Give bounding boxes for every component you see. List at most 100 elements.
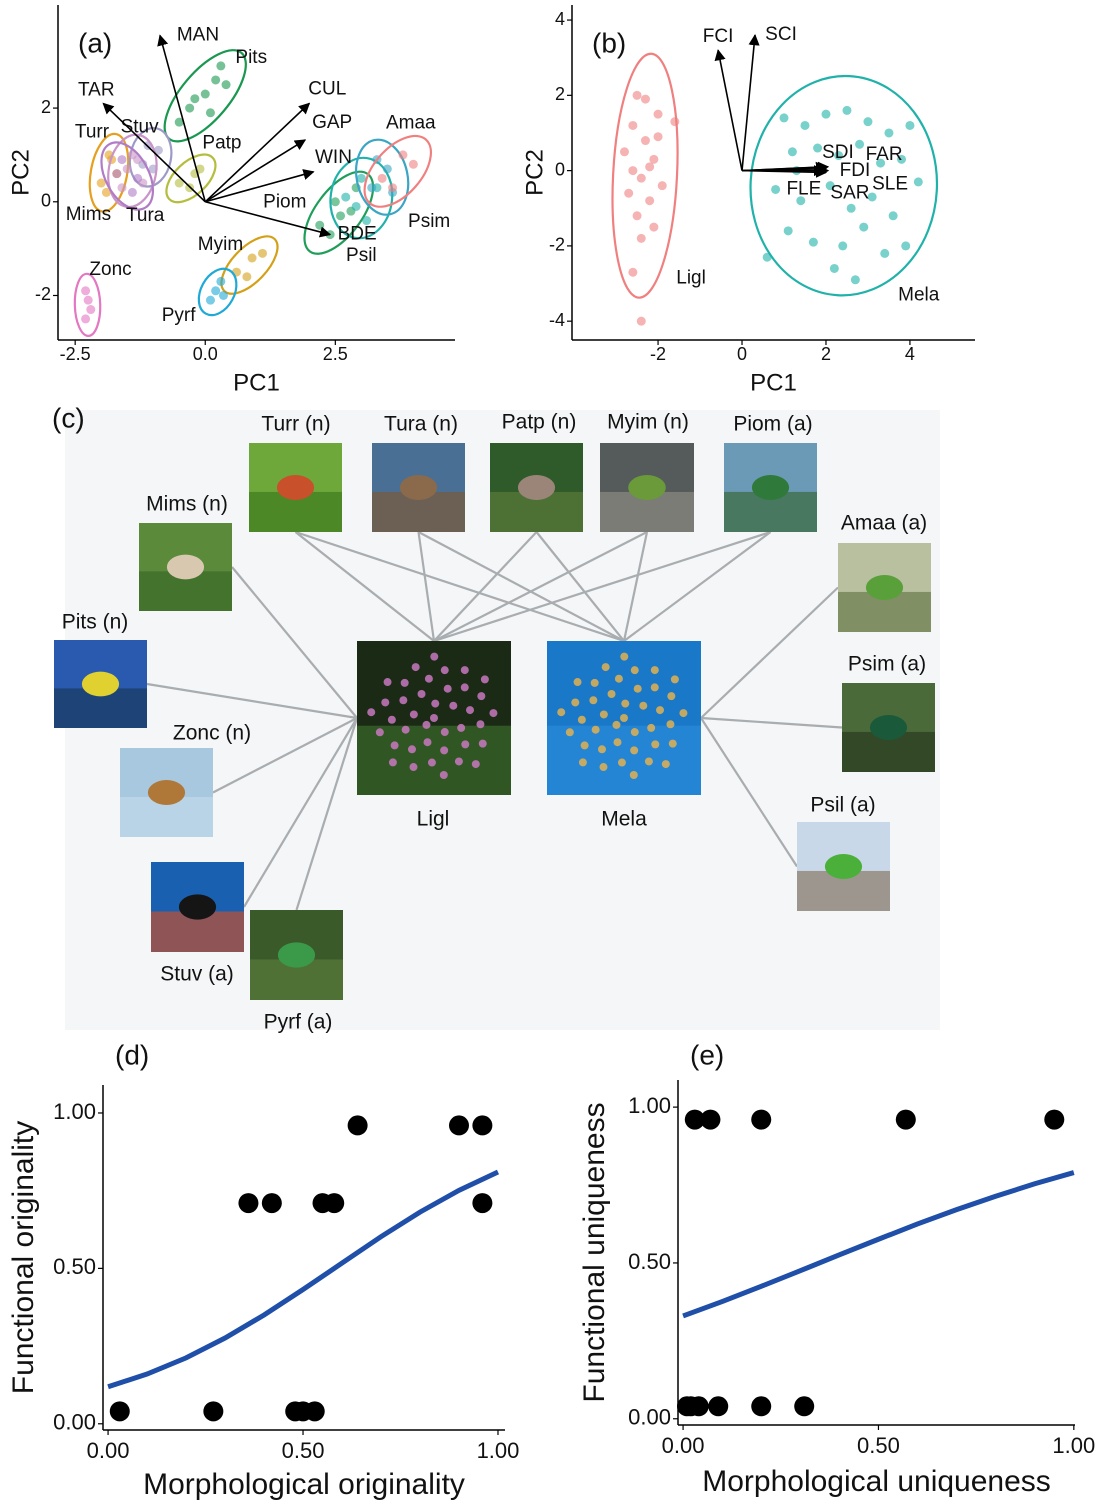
plant-photo-detail xyxy=(443,684,452,693)
group-label: Turr xyxy=(75,122,110,143)
plant-photo-detail xyxy=(400,678,409,687)
plant-photo-detail xyxy=(478,739,487,748)
point xyxy=(867,192,877,202)
network-link xyxy=(212,717,358,794)
point xyxy=(362,216,372,226)
y-axis-title: Functional originality xyxy=(7,1121,40,1394)
point xyxy=(846,203,856,213)
x-tick-label: -2.5 xyxy=(60,344,91,364)
x-axis-title: PC1 xyxy=(233,369,280,396)
point xyxy=(813,143,823,153)
y-tick-label: 0.00 xyxy=(628,1405,671,1430)
point xyxy=(448,1115,469,1136)
bird-label: Pyrf (a) xyxy=(264,1011,333,1034)
plant-photo-detail xyxy=(411,663,420,672)
point xyxy=(649,154,659,164)
plant-photo-detail xyxy=(367,708,376,717)
group-label: Pits xyxy=(235,47,267,68)
loading-label: BDE xyxy=(338,224,377,245)
plant-photo-detail xyxy=(430,714,438,722)
point xyxy=(829,263,839,273)
group-ellipse xyxy=(165,153,217,204)
point xyxy=(211,286,221,296)
plant-photo-detail xyxy=(650,666,659,675)
plant-photo-detail xyxy=(387,715,396,724)
point xyxy=(838,241,848,251)
plant-photo-detail xyxy=(591,725,600,734)
loading-label: FAR xyxy=(866,144,903,165)
plant-photo-detail xyxy=(440,728,449,737)
point xyxy=(112,169,122,179)
point xyxy=(636,233,646,243)
plant-photo-detail xyxy=(431,699,440,708)
point xyxy=(83,295,93,305)
x-tick-label: 1.00 xyxy=(1052,1433,1095,1458)
point xyxy=(821,109,831,119)
network-link xyxy=(622,531,649,642)
point xyxy=(203,1401,224,1422)
x-tick-label: 4 xyxy=(905,344,915,364)
bird-photo-subject xyxy=(517,475,556,500)
plant-photo-detail xyxy=(630,728,639,737)
plant-photo-detail xyxy=(476,720,485,729)
point xyxy=(670,117,680,127)
bird-photo-subject xyxy=(628,475,666,500)
point xyxy=(842,105,852,115)
point xyxy=(336,211,346,221)
point xyxy=(205,295,215,305)
group-label: Ligl xyxy=(676,268,706,289)
point xyxy=(330,197,340,207)
bird-label: Amaa (a) xyxy=(841,512,927,535)
bird-label: Zonc (n) xyxy=(173,722,251,745)
point xyxy=(645,162,655,172)
plant-photo-detail xyxy=(466,706,475,715)
point xyxy=(109,1401,130,1422)
point xyxy=(367,183,377,193)
bird-photo-subject xyxy=(81,671,120,697)
point xyxy=(81,314,91,324)
point xyxy=(876,158,886,168)
group-label: Psil xyxy=(346,245,377,266)
network-link xyxy=(231,566,358,719)
bird-photo-subject xyxy=(824,854,863,879)
loading-arrow xyxy=(205,201,332,238)
bird-label: Patp (n) xyxy=(502,411,577,434)
point xyxy=(472,1115,493,1136)
y-tick-label: 0 xyxy=(555,159,565,179)
group-ellipse xyxy=(355,138,410,216)
plant-photo-detail xyxy=(471,760,480,769)
network-link xyxy=(295,530,625,643)
bird-photo-subject xyxy=(751,475,790,500)
bird-label: Psil (a) xyxy=(810,794,875,817)
point xyxy=(700,1109,721,1130)
point xyxy=(304,1401,325,1422)
bird-photo-subject xyxy=(865,575,904,600)
bird-label: Stuv (a) xyxy=(160,963,234,986)
point xyxy=(640,136,650,146)
y-tick-label: 2 xyxy=(555,84,565,104)
point xyxy=(632,211,642,221)
x-axis-title: Morphological originality xyxy=(143,1468,465,1501)
plant-photo-detail xyxy=(601,663,610,672)
panel-label: (c) xyxy=(52,402,85,433)
group-label: Pyrf xyxy=(162,305,197,326)
point xyxy=(708,1396,729,1417)
point xyxy=(190,94,200,104)
bird-photo-subject xyxy=(399,475,438,500)
loading-label: SCI xyxy=(765,24,797,45)
y-axis-title: PC2 xyxy=(7,149,34,196)
plant-photo-detail xyxy=(620,652,629,661)
point xyxy=(185,103,195,113)
plant-photo-detail xyxy=(617,758,626,767)
point xyxy=(751,1109,772,1130)
point xyxy=(216,276,226,286)
plant-photo-detail xyxy=(621,699,630,708)
plant-photo-detail xyxy=(480,675,489,684)
panel-label: (e) xyxy=(690,1039,724,1070)
group-ellipse xyxy=(220,235,279,295)
point xyxy=(324,1193,345,1214)
group-ellipse xyxy=(73,272,102,338)
point xyxy=(796,196,806,206)
y-tick-label: 1.00 xyxy=(53,1099,96,1124)
